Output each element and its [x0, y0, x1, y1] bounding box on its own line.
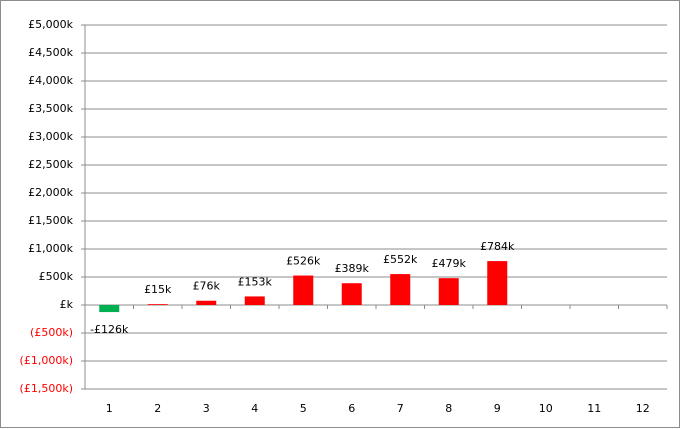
y-tick-label: £3,000k — [28, 130, 73, 143]
x-tick-label: 2 — [154, 402, 161, 415]
bar — [99, 305, 120, 313]
x-tick-label: 8 — [445, 402, 452, 415]
x-tick-label: 9 — [494, 402, 501, 415]
data-label: £15k — [144, 283, 172, 296]
bar — [487, 261, 508, 305]
y-tick-label: £4,500k — [28, 46, 73, 59]
bar — [147, 304, 168, 305]
x-tick-label: 12 — [636, 402, 650, 415]
y-tick-label: £1,000k — [28, 242, 73, 255]
x-tick-label: 4 — [251, 402, 258, 415]
data-label: £153k — [238, 275, 273, 288]
y-tick-label: £3,500k — [28, 102, 73, 115]
bar — [438, 278, 459, 305]
data-label: £479k — [432, 257, 467, 270]
bar — [196, 300, 217, 305]
y-tick-label: £4,000k — [28, 74, 73, 87]
data-label: £784k — [480, 240, 515, 253]
bar — [293, 275, 314, 305]
y-tick-label: £1,500k — [28, 214, 73, 227]
data-label: £76k — [193, 280, 221, 293]
data-label: £526k — [286, 255, 321, 268]
x-tick-label: 6 — [348, 402, 355, 415]
bar — [390, 274, 411, 305]
data-label: £552k — [383, 253, 418, 266]
x-tick-label: 5 — [300, 402, 307, 415]
y-tick-label: £5,000k — [28, 18, 73, 31]
y-tick-label: (£500k) — [30, 326, 73, 339]
x-tick-label: 7 — [397, 402, 404, 415]
y-tick-label: £500k — [39, 270, 74, 283]
x-tick-label: 3 — [203, 402, 210, 415]
x-tick-label: 10 — [539, 402, 553, 415]
bar — [244, 296, 265, 305]
y-tick-label: (£1,000k) — [20, 354, 73, 367]
y-tick-label: £2,000k — [28, 186, 73, 199]
y-tick-label: (£1,500k) — [20, 382, 73, 395]
y-tick-label: £2,500k — [28, 158, 73, 171]
y-tick-label: £k — [60, 298, 74, 311]
x-tick-label: 11 — [587, 402, 601, 415]
bar — [341, 283, 362, 305]
x-tick-label: 1 — [106, 402, 113, 415]
data-label: -£126k — [90, 323, 129, 336]
data-label: £389k — [335, 262, 370, 275]
